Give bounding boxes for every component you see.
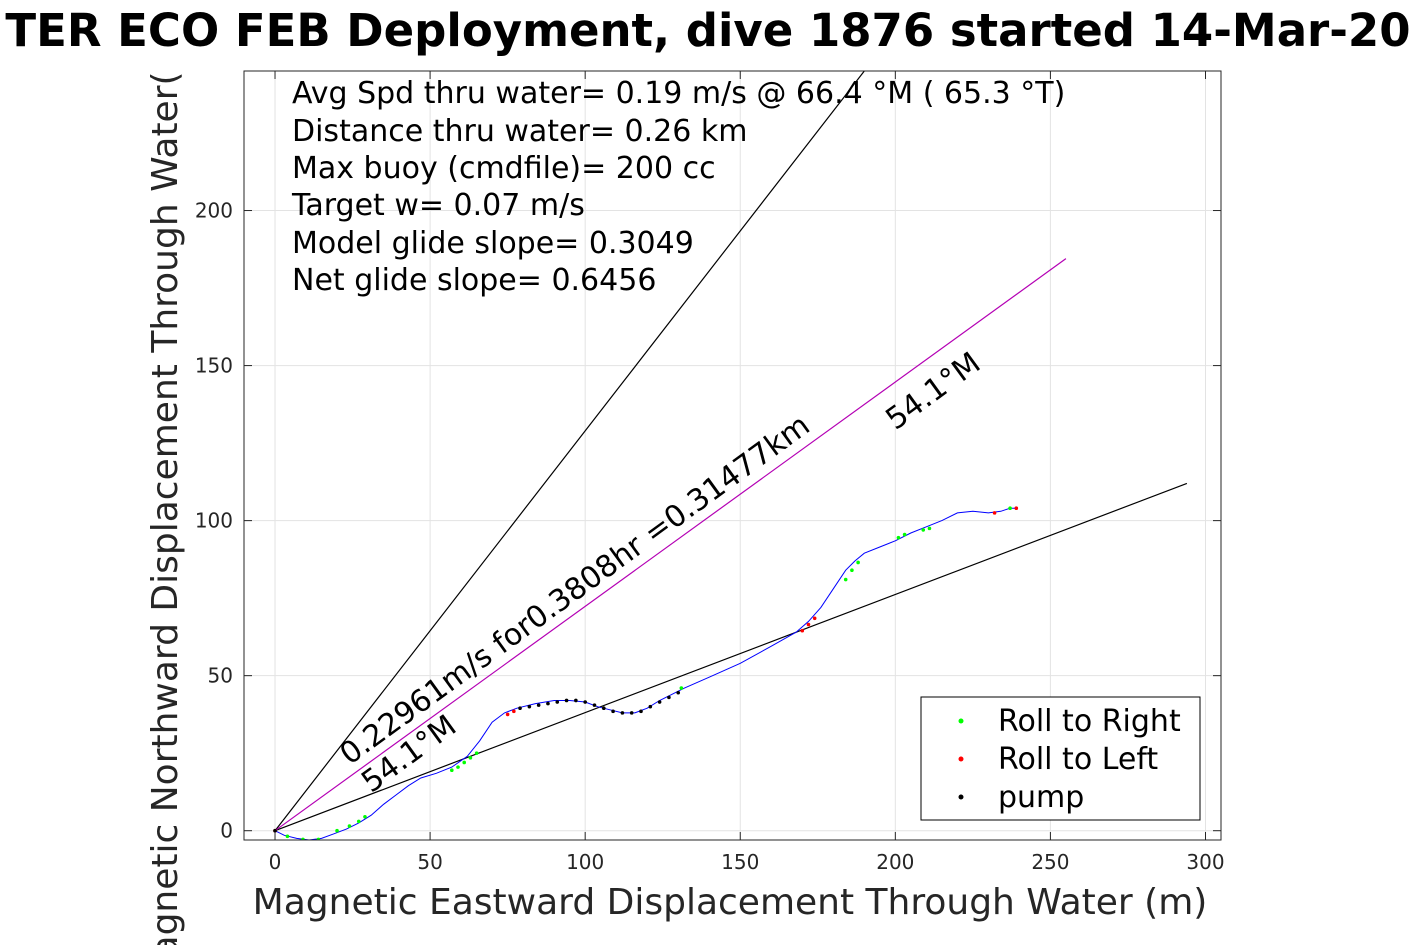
data-point-roll-to-right — [301, 837, 305, 840]
x-tick-label: 200 — [876, 850, 914, 874]
data-point-roll-to-left — [992, 511, 997, 515]
data-point-roll-to-left — [505, 712, 510, 717]
x-tick-label: 100 — [566, 850, 604, 874]
data-point-roll-to-left — [512, 709, 516, 714]
legend-label-pump: pump — [998, 780, 1084, 815]
data-point-roll-to-right — [462, 760, 467, 765]
data-point-roll-to-right — [474, 751, 479, 755]
plot-frame — [243, 70, 1222, 841]
legend-label-roll-right: Roll to Right — [998, 704, 1181, 739]
data-point-pump — [657, 700, 662, 704]
y-tick-label: 200 — [195, 199, 233, 223]
data-point-pump — [518, 706, 522, 711]
legend: Roll to Right Roll to Left pump — [920, 696, 1201, 821]
data-point-roll-to-right — [363, 814, 367, 819]
reference-line — [274, 71, 865, 832]
y-tick-label: 150 — [195, 354, 233, 378]
reference-line — [274, 258, 1067, 832]
data-point-roll-to-left — [1014, 506, 1019, 511]
data-point-pump — [639, 709, 643, 714]
data-point-roll-to-right — [843, 577, 848, 582]
x-tick-label: 150 — [721, 850, 759, 874]
data-point-pump — [620, 711, 625, 715]
legend-marker-roll-left — [958, 756, 964, 762]
y-axis-label: Magnetic Northward Displacement Through … — [145, 71, 186, 945]
data-point-roll-to-left — [812, 616, 817, 621]
data-point-pump — [583, 700, 587, 704]
data-point-roll-to-right — [921, 528, 926, 532]
x-tick-label: 0 — [269, 850, 282, 874]
info-line: Avg Spd thru water= 0.19 m/s @ 66.4 °M (… — [292, 76, 1065, 111]
data-point-roll-to-right — [850, 568, 854, 573]
data-point-pump — [676, 690, 681, 695]
x-tick-label: 250 — [1031, 850, 1069, 874]
data-point-roll-to-right — [456, 765, 460, 769]
x-axis-label: Magnetic Eastward Displacement Through W… — [253, 882, 1208, 923]
chart-title: TER ECO FEB Deployment, dive 1876 starte… — [5, 4, 1410, 57]
data-point-roll-to-right — [285, 834, 290, 839]
legend-box — [920, 696, 1201, 821]
data-point-pump — [564, 698, 569, 703]
data-point-roll-to-right — [316, 837, 321, 840]
data-point-roll-to-right — [1008, 506, 1012, 511]
data-point-pump — [536, 703, 541, 707]
data-point-roll-to-right — [902, 532, 907, 537]
data-point-pump — [667, 695, 671, 700]
info-line: Max buoy (cmdfile)= 200 cc — [292, 151, 716, 186]
data-point-pump — [574, 698, 578, 703]
data-point-roll-to-right — [335, 828, 339, 833]
data-point-pump — [546, 701, 550, 706]
info-line: Net glide slope= 0.6456 — [292, 263, 656, 298]
legend-label-roll-left: Roll to Left — [998, 742, 1158, 777]
data-point-pump — [648, 704, 653, 709]
data-point-roll-to-right — [356, 819, 361, 824]
data-point-pump — [611, 709, 615, 714]
data-point-roll-to-right — [679, 686, 684, 690]
y-tick-label: 50 — [208, 664, 233, 688]
y-tick-label: 0 — [220, 819, 233, 843]
x-tick-label: 50 — [417, 850, 442, 874]
x-tick-label: 300 — [1186, 850, 1224, 874]
data-point-roll-to-left — [800, 628, 805, 633]
data-point-pump — [555, 700, 560, 704]
data-point-roll-to-right — [450, 768, 454, 773]
ticks: 0 50 100 150 200 250 300 0 50 100 150 200 — [195, 71, 1225, 874]
data-point-roll-to-right — [927, 526, 932, 531]
data-point-roll-to-right — [856, 560, 860, 565]
data-point-pump — [527, 704, 532, 709]
reference-line — [274, 482, 1188, 832]
legend-marker-pump — [958, 794, 964, 800]
grid — [244, 71, 1221, 840]
data-point-roll-to-right — [468, 756, 473, 760]
data-point-pump — [629, 711, 634, 715]
info-line: Model glide slope= 0.3049 — [292, 226, 694, 261]
data-point-pump — [592, 703, 597, 707]
data-point-roll-to-right — [347, 824, 352, 828]
info-box: Avg Spd thru water= 0.19 m/s @ 66.4 °M (… — [291, 76, 1065, 298]
info-line: Target w= 0.07 m/s — [291, 188, 585, 223]
data-point-pump — [273, 828, 277, 833]
data-point-pump — [601, 706, 606, 711]
y-tick-label: 100 — [195, 509, 233, 533]
info-line: Distance thru water= 0.26 km — [292, 114, 747, 149]
data-point-roll-to-right — [896, 535, 901, 540]
legend-marker-roll-right — [958, 718, 964, 724]
data-point-roll-to-left — [806, 622, 811, 627]
